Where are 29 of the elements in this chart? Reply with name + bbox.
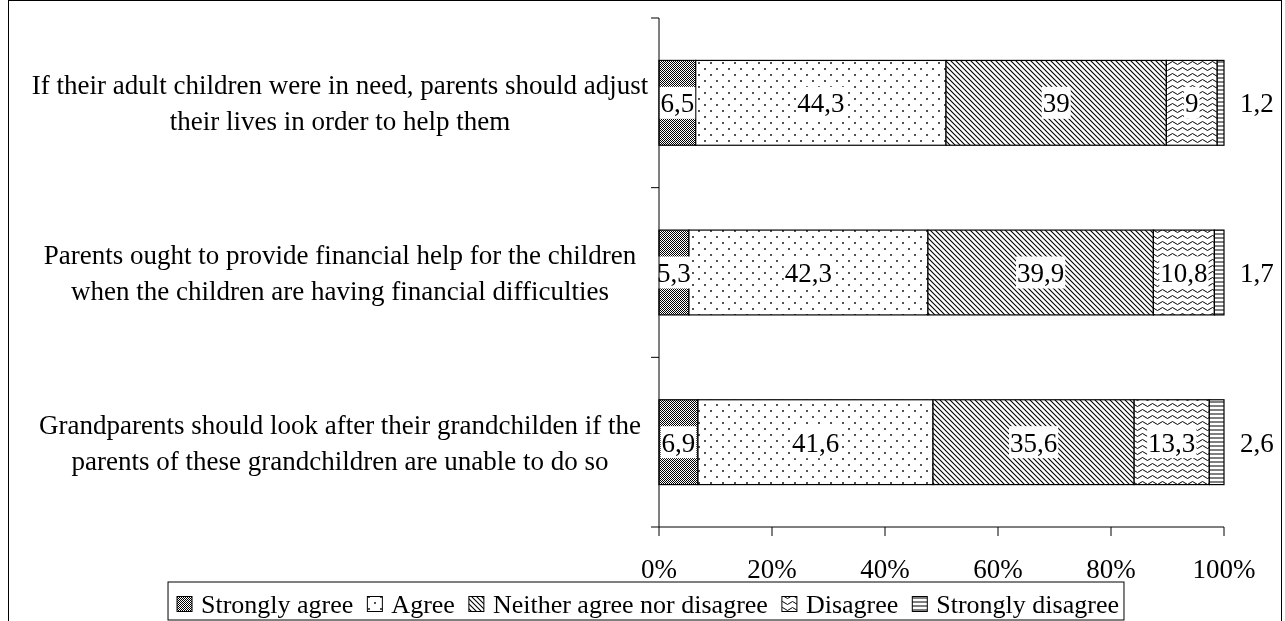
y-tick-label: If their adult children were in need, parents should adjust their lives in order to help them — [31, 70, 649, 137]
x-tick-label: 0% — [641, 554, 677, 585]
legend-label: Neither agree nor disagree — [492, 590, 768, 620]
data-label: 13,3 — [1148, 427, 1196, 458]
data-label: 1,7 — [1240, 257, 1274, 288]
data-label: 44,3 — [797, 88, 845, 119]
data-label: 9 — [1185, 88, 1199, 119]
x-tick-label: 40% — [860, 554, 910, 585]
legend-label: Agree — [391, 590, 455, 620]
x-tick-label: 80% — [1086, 554, 1136, 585]
data-label: 39 — [1042, 88, 1070, 119]
data-label: 35,6 — [1009, 427, 1058, 458]
data-label: 2,6 — [1240, 427, 1274, 458]
legend-label: Strongly disagree — [936, 590, 1119, 620]
data-label: 1,2 — [1240, 88, 1274, 119]
x-tick-label: 20% — [747, 554, 797, 585]
data-label: 6,5 — [660, 88, 695, 119]
x-tick-label: 60% — [973, 554, 1023, 585]
data-label: 5,3 — [657, 257, 691, 288]
y-tick-label: Parents ought to provide financial help for the children when the children are having financial difficulties — [43, 239, 637, 306]
data-label: 10,8 — [1160, 257, 1208, 288]
data-label: 6,9 — [661, 427, 696, 458]
y-tick-label: Grandparents should look after their grandchilden if the parents of these grandchildren are unable to do so — [38, 409, 642, 476]
legend-label: Disagree — [805, 590, 899, 620]
data-label: 41,6 — [791, 427, 840, 458]
data-label: 42,3 — [784, 257, 833, 288]
data-label: 39,9 — [1017, 257, 1065, 288]
legend-label: Strongly agree — [201, 590, 354, 620]
x-tick-label: 100% — [1192, 554, 1256, 585]
